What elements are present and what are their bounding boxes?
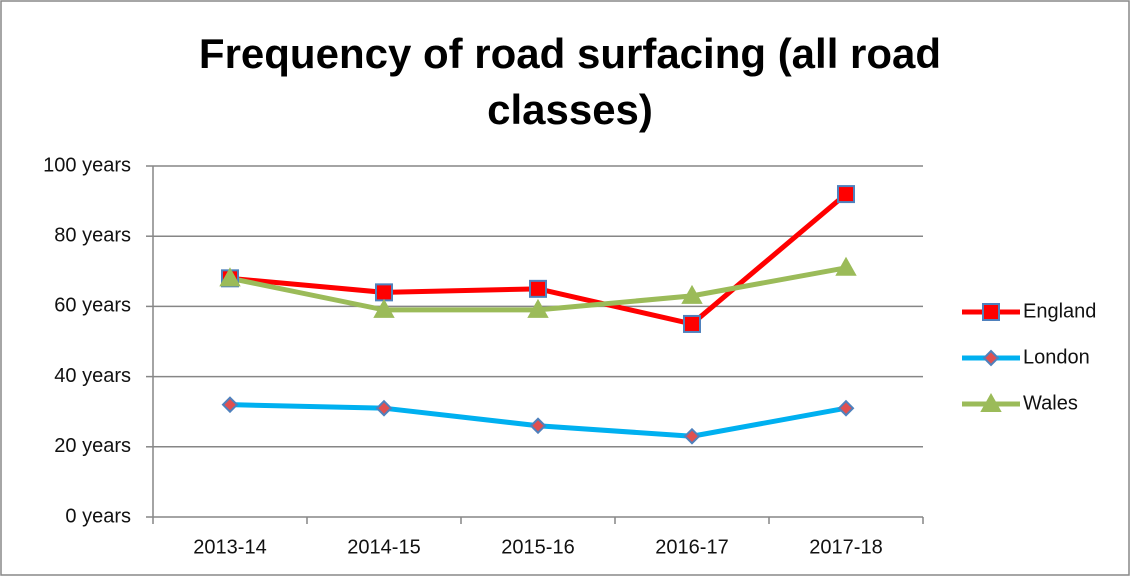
data-point [219,267,241,287]
data-point [375,283,393,302]
data-point [683,314,701,333]
x-tick-label: 2014-15 [347,536,420,558]
y-tick-label: 100 years [43,154,131,176]
data-point [681,284,703,304]
legend-marker [982,303,1000,321]
y-tick-label: 40 years [54,365,131,387]
data-point [529,417,547,435]
y-tick-label: 60 years [54,295,131,317]
y-tick-label: 20 years [54,435,131,457]
data-point [683,427,701,445]
legend-label: Wales [1023,392,1078,414]
data-point [837,185,855,204]
data-point [529,279,547,298]
y-tick-label: 80 years [54,224,131,246]
x-tick-label: 2016-17 [655,536,728,558]
y-tick-label: 0 years [65,505,131,527]
data-point [837,399,855,417]
data-point [527,298,549,318]
legend-marker [982,349,1000,367]
x-tick-label: 2015-16 [501,536,574,558]
x-tick-label: 2013-14 [193,536,266,558]
x-tick-label: 2017-18 [809,536,882,558]
data-point [375,399,393,417]
legend-label: England [1023,300,1096,322]
legend-marker [980,392,1002,412]
legend-label: London [1023,346,1090,368]
data-point [835,256,857,276]
data-point [221,396,239,414]
chart-title: Frequency of road surfacing (all road cl… [198,30,942,133]
data-point [373,298,395,318]
